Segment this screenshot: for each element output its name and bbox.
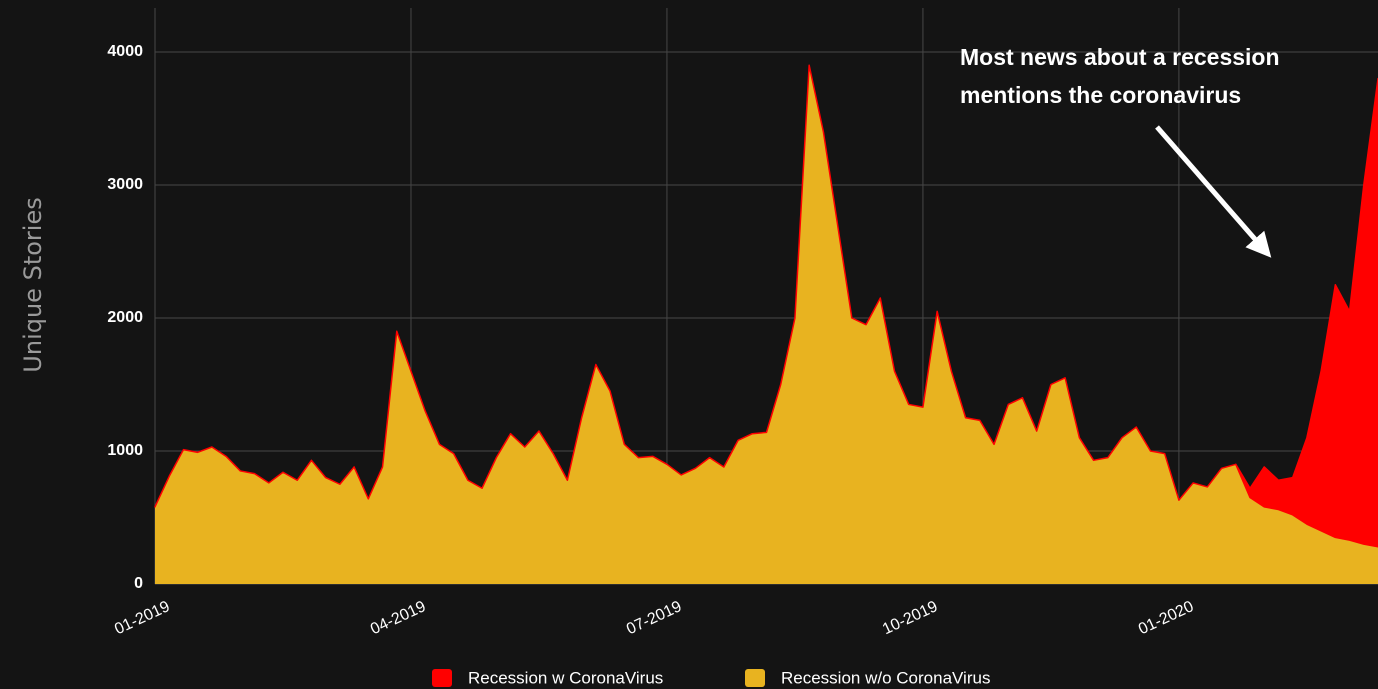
y-tick-label: 0 xyxy=(134,575,143,592)
annotation: Most news about a recession xyxy=(960,44,1280,70)
area xyxy=(154,64,1378,548)
legend-label: Recession w CoronaVirus xyxy=(468,668,663,687)
y-tick-label: 4000 xyxy=(107,43,143,60)
legend-swatch xyxy=(432,669,452,687)
area xyxy=(155,65,1378,585)
y-tick-label: 1000 xyxy=(107,442,143,459)
legend-label: Recession w/o CoronaVirus xyxy=(781,668,990,687)
annotation-arrow xyxy=(1155,125,1272,258)
y-tick-label: 2000 xyxy=(107,309,143,326)
y-axis-label: Unique Stories xyxy=(19,197,47,372)
y-tick-label: 3000 xyxy=(107,176,143,193)
legend-swatch xyxy=(745,669,765,687)
annotation: mentions the coronavirus xyxy=(960,82,1241,108)
